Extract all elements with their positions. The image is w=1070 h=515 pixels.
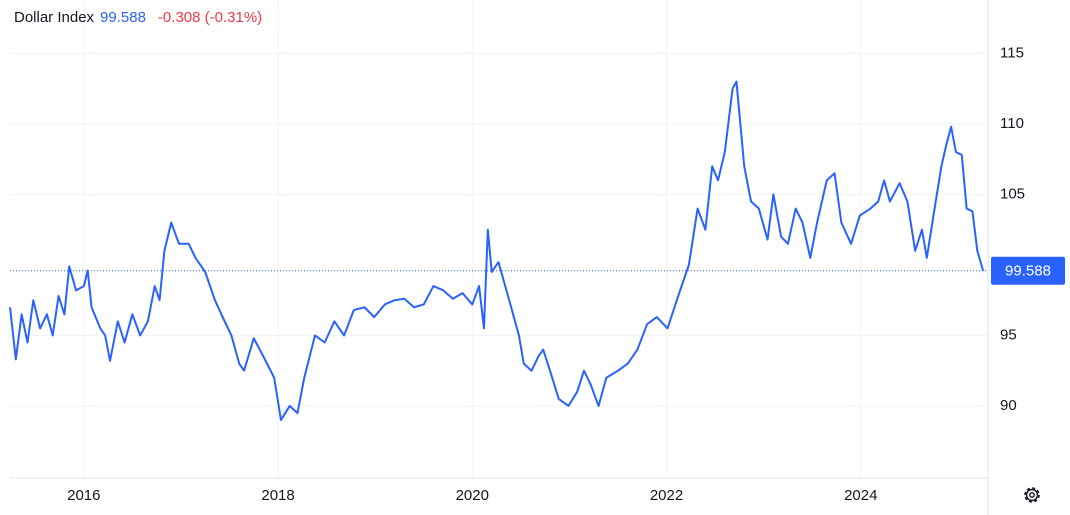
price-line: [9, 80, 985, 422]
last-price: 99.588: [100, 9, 146, 26]
settings-icon[interactable]: [1024, 487, 1040, 503]
y-tick-label: 105: [1000, 185, 1025, 202]
last-price-box: [991, 256, 1065, 285]
x-tick-label: 2018: [261, 487, 294, 504]
symbol-name: Dollar Index: [14, 9, 95, 26]
x-tick-label: 2024: [844, 487, 877, 504]
grid: [10, 0, 988, 478]
x-tick-label: 2020: [456, 487, 489, 504]
price-change: -0.308 (-0.31%): [157, 9, 263, 26]
x-tick-label: 2022: [650, 487, 683, 504]
x-tick-label: 2016: [67, 487, 100, 504]
last-price-label: 99.588: [1005, 263, 1051, 280]
y-tick-label: 95: [1000, 326, 1017, 343]
y-tick-label: 90: [1000, 397, 1017, 414]
y-tick-label: 110: [1000, 115, 1024, 132]
y-tick-label: 115: [1000, 44, 1024, 61]
header: Dollar Index 99.588 -0.308 (-0.31%): [14, 9, 268, 26]
